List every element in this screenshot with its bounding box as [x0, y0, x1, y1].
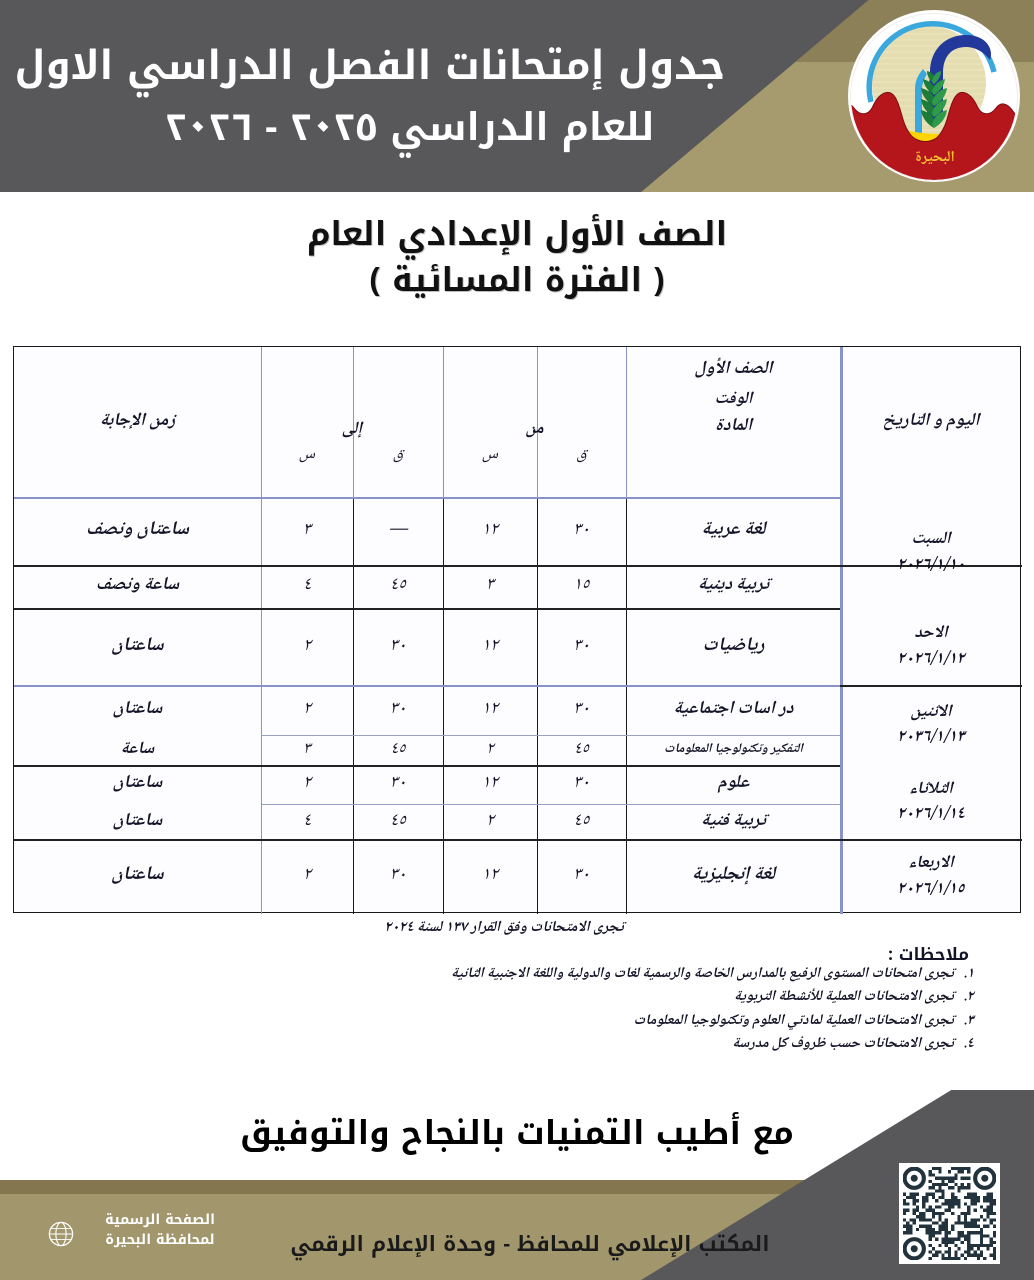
svg-text:البحيرة: البحيرة: [915, 145, 954, 171]
